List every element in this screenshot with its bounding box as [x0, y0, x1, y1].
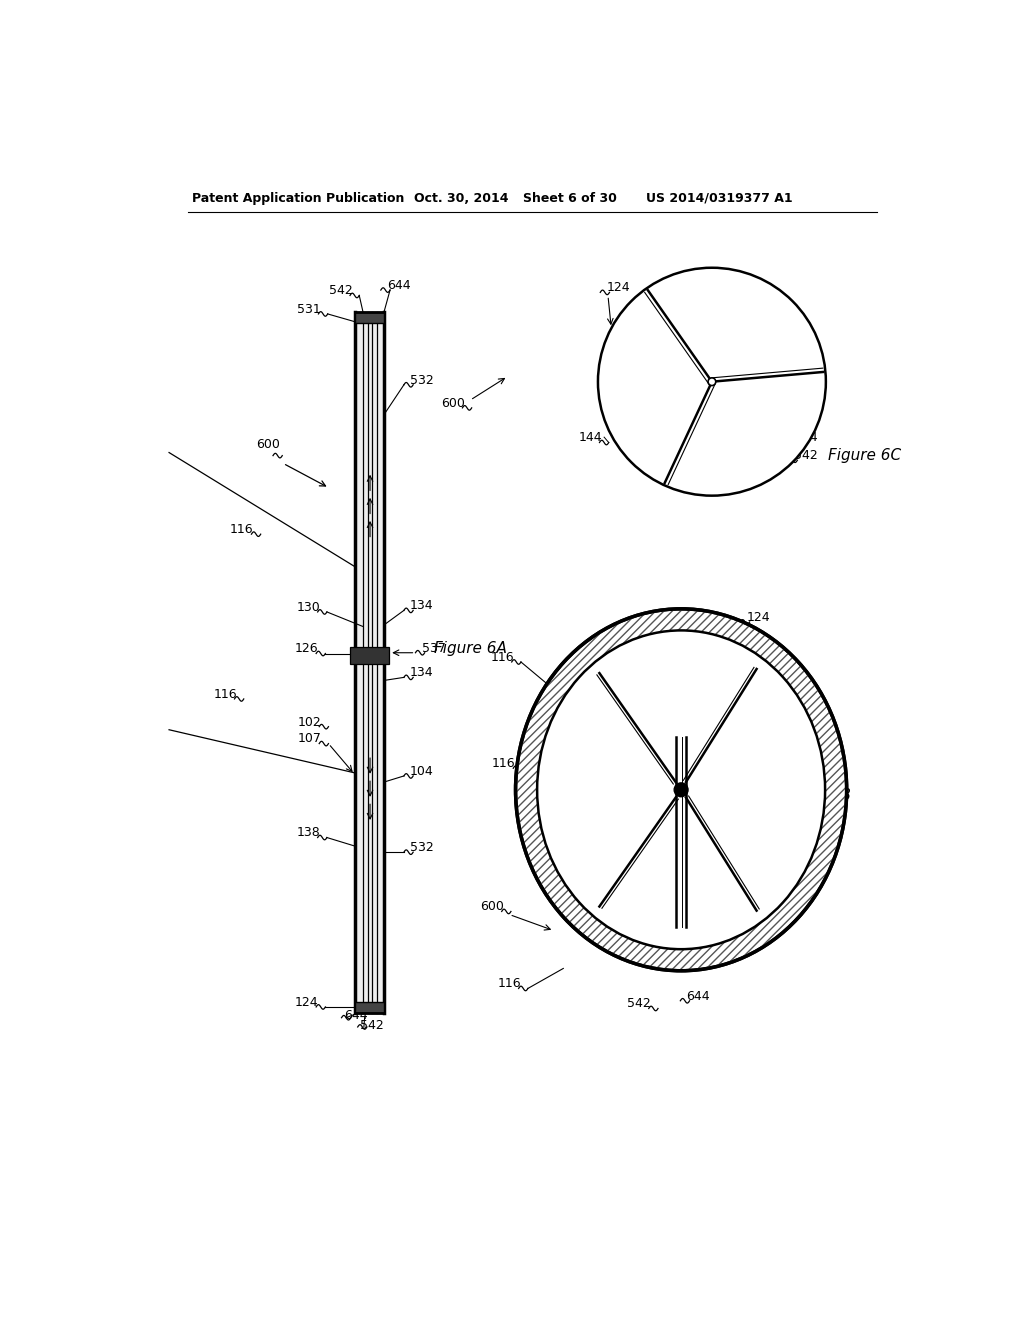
Text: 144: 144: [579, 432, 602, 445]
Text: 644: 644: [387, 279, 411, 292]
Text: 116: 116: [498, 977, 521, 990]
Text: 542: 542: [628, 998, 651, 1010]
Text: Sheet 6 of 30: Sheet 6 of 30: [523, 191, 617, 205]
Text: 644: 644: [686, 990, 710, 1003]
Text: 134: 134: [410, 667, 434, 680]
Ellipse shape: [538, 631, 825, 949]
Text: 116: 116: [490, 651, 514, 664]
Text: 600: 600: [256, 438, 280, 451]
Circle shape: [674, 783, 688, 797]
Bar: [350, 647, 388, 664]
Text: Patent Application Publication: Patent Application Publication: [193, 191, 404, 205]
Text: 104: 104: [410, 764, 434, 777]
Text: 644: 644: [795, 432, 818, 445]
Text: 134: 134: [658, 810, 682, 824]
Text: 146: 146: [665, 843, 688, 857]
Text: 531: 531: [297, 302, 321, 315]
Text: 124: 124: [606, 281, 630, 294]
Text: 537: 537: [689, 796, 714, 809]
Text: 124: 124: [295, 995, 318, 1008]
Text: 126: 126: [295, 642, 318, 655]
Text: 146: 146: [737, 315, 761, 329]
Text: 537: 537: [422, 642, 445, 655]
Text: 600: 600: [480, 900, 504, 913]
Text: 102: 102: [298, 715, 322, 729]
Text: 116: 116: [230, 523, 254, 536]
Text: Figure 6C: Figure 6C: [828, 447, 901, 463]
Text: 130: 130: [296, 601, 319, 614]
Text: 146: 146: [618, 684, 642, 696]
Text: 146: 146: [726, 711, 750, 723]
Text: Figure 6A: Figure 6A: [434, 640, 507, 656]
Text: 542: 542: [360, 1019, 384, 1032]
Text: Oct. 30, 2014: Oct. 30, 2014: [414, 191, 509, 205]
Text: 138: 138: [296, 826, 319, 840]
Text: 116: 116: [213, 688, 237, 701]
Ellipse shape: [515, 609, 847, 970]
Text: 532: 532: [410, 841, 434, 854]
Text: 124: 124: [746, 611, 770, 624]
Bar: [354, 1002, 384, 1014]
Text: 116: 116: [492, 758, 515, 770]
Text: Figure 6B: Figure 6B: [777, 788, 851, 804]
Text: 134: 134: [410, 599, 434, 612]
Text: 542: 542: [795, 449, 818, 462]
Text: 532: 532: [410, 374, 434, 387]
Text: 146: 146: [652, 315, 676, 329]
Circle shape: [708, 378, 716, 385]
Text: US 2014/0319377 A1: US 2014/0319377 A1: [646, 191, 793, 205]
Bar: [354, 313, 384, 1014]
Text: 644: 644: [345, 1010, 369, 1022]
Text: 532: 532: [611, 878, 635, 891]
Text: 542: 542: [329, 284, 352, 297]
Text: 600: 600: [441, 397, 465, 409]
Circle shape: [598, 268, 826, 496]
Bar: [354, 313, 384, 323]
Text: 107: 107: [298, 733, 322, 746]
Text: 126: 126: [596, 801, 620, 814]
Text: 146: 146: [711, 440, 735, 453]
